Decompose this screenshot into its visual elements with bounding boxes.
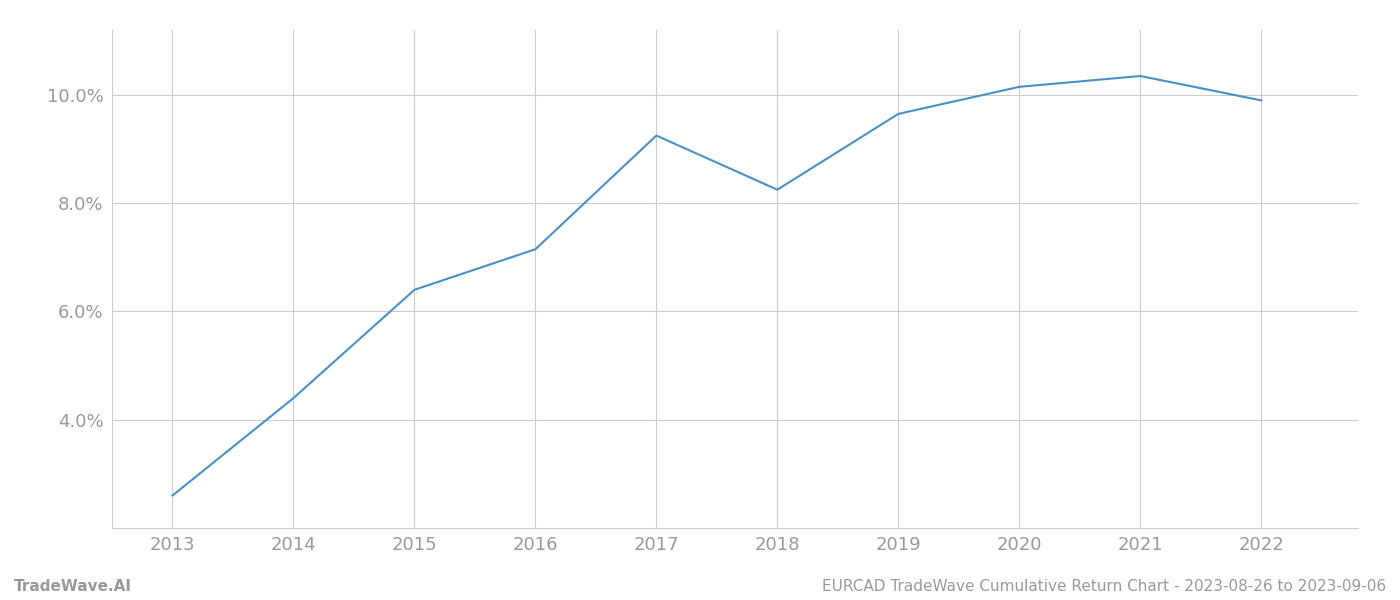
Text: EURCAD TradeWave Cumulative Return Chart - 2023-08-26 to 2023-09-06: EURCAD TradeWave Cumulative Return Chart… xyxy=(822,579,1386,594)
Text: TradeWave.AI: TradeWave.AI xyxy=(14,579,132,594)
